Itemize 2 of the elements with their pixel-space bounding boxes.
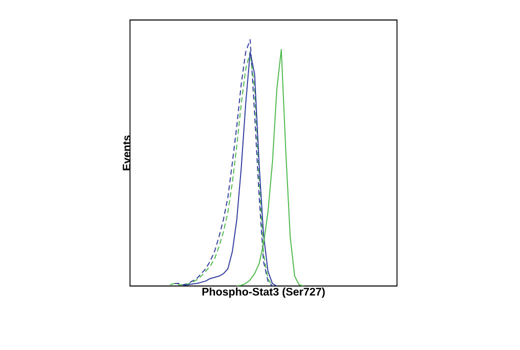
x-axis-title: Phospho-Stat3 (Ser727): [202, 288, 325, 298]
y-axis-title: Events: [122, 135, 130, 170]
